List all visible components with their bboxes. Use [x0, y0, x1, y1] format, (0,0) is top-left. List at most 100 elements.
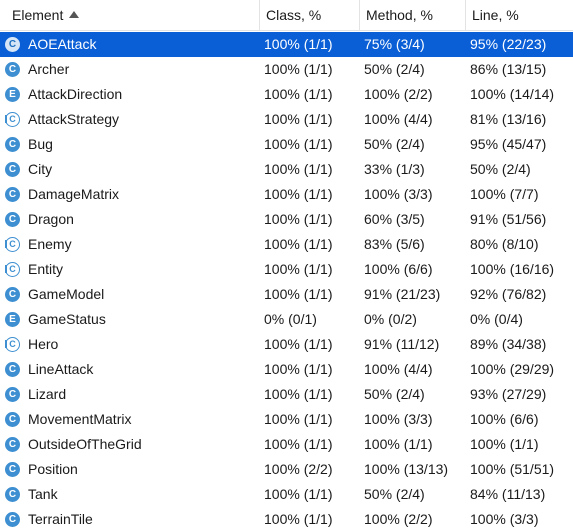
method-coverage-cell: 91% (11/12): [364, 336, 440, 352]
table-row[interactable]: C Dragon 100% (1/1) 60% (3/5) 91% (51/56): [0, 207, 573, 232]
sort-ascending-icon: [69, 10, 80, 18]
table-row[interactable]: C Position 100% (2/2) 100% (13/13) 100% (51/…: [0, 457, 573, 482]
element-cell: C DamageMatrix: [0, 182, 260, 207]
method-coverage-cell: 91% (21/23): [364, 286, 441, 302]
table-row[interactable]: C Enemy 100% (1/1) 83% (5/6) 80% (8/10): [0, 232, 573, 257]
element-cell: C LineAttack: [0, 357, 260, 382]
element-name: Archer: [28, 61, 70, 77]
line-coverage-cell: 100% (3/3): [470, 511, 539, 527]
element-name: MovementMatrix: [28, 411, 132, 427]
table-row[interactable]: C Tank 100% (1/1) 50% (2/4) 84% (11/13): [0, 482, 573, 507]
class-coverage-cell: 100% (1/1): [264, 436, 333, 452]
class-icon: C: [5, 62, 20, 77]
element-cell: C Entity: [0, 257, 260, 282]
class-coverage-cell: 100% (1/1): [264, 336, 333, 352]
line-coverage-cell: 95% (22/23): [470, 36, 547, 52]
abstract-class-icon: C: [5, 337, 20, 352]
class-icon: C: [5, 287, 20, 302]
class-coverage-cell: 0% (0/1): [264, 311, 317, 327]
element-cell: C OutsideOfTheGrid: [0, 432, 260, 457]
table-row[interactable]: C GameModel 100% (1/1) 91% (21/23) 92% (76/8…: [0, 282, 573, 307]
line-coverage-cell: 89% (34/38): [470, 336, 547, 352]
element-name: AttackStrategy: [28, 111, 120, 127]
table-row[interactable]: C LineAttack 100% (1/1) 100% (4/4) 100% (29/…: [0, 357, 573, 382]
method-coverage-cell: 83% (5/6): [364, 236, 425, 252]
line-coverage-cell: 84% (11/13): [470, 486, 546, 502]
element-name: AOEAttack: [28, 36, 97, 52]
line-coverage-cell: 95% (45/47): [470, 136, 547, 152]
table-row[interactable]: E AttackDirection 100% (1/1) 100% (2/2) 100%…: [0, 82, 573, 107]
column-header-class-label: Class, %: [266, 7, 322, 23]
table-row[interactable]: C Hero 100% (1/1) 91% (11/12) 89% (34/38): [0, 332, 573, 357]
element-cell: C TerrainTile: [0, 507, 260, 532]
class-coverage-cell: 100% (1/1): [264, 211, 333, 227]
column-header-method-label: Method, %: [366, 7, 433, 23]
line-coverage-cell: 100% (7/7): [470, 186, 539, 202]
line-coverage-cell: 50% (2/4): [470, 161, 531, 177]
method-coverage-cell: 100% (4/4): [364, 361, 433, 377]
enum-icon: E: [5, 87, 20, 102]
element-name: Lizard: [28, 386, 67, 402]
element-cell: C Archer: [0, 57, 260, 82]
column-header-element-label: Element: [12, 7, 64, 23]
class-coverage-cell: 100% (1/1): [264, 486, 333, 502]
class-coverage-cell: 100% (1/1): [264, 261, 333, 277]
element-cell: C Enemy: [0, 232, 260, 257]
class-icon: C: [5, 412, 20, 427]
element-name: Entity: [28, 261, 64, 277]
column-header-class[interactable]: Class, %: [260, 0, 360, 30]
table-row[interactable]: C Entity 100% (1/1) 100% (6/6) 100% (16/16): [0, 257, 573, 282]
table-row[interactable]: C AttackStrategy 100% (1/1) 100% (4/4) 81% (…: [0, 107, 573, 132]
element-name: OutsideOfTheGrid: [28, 436, 142, 452]
class-icon: C: [5, 387, 20, 402]
table-row[interactable]: C City 100% (1/1) 33% (1/3) 50% (2/4): [0, 157, 573, 182]
table-row[interactable]: C Archer 100% (1/1) 50% (2/4) 86% (13/15): [0, 57, 573, 82]
class-icon: C: [5, 162, 20, 177]
method-coverage-cell: 60% (3/5): [364, 211, 425, 227]
class-coverage-cell: 100% (1/1): [264, 86, 333, 102]
element-cell: C Bug: [0, 132, 260, 157]
element-name: GameModel: [28, 286, 105, 302]
element-cell: C Position: [0, 457, 260, 482]
column-header-line[interactable]: Line, %: [466, 0, 573, 30]
method-coverage-cell: 50% (2/4): [364, 486, 425, 502]
element-cell: E GameStatus: [0, 307, 260, 332]
line-coverage-cell: 80% (8/10): [470, 236, 539, 252]
element-name: Bug: [28, 136, 53, 152]
method-coverage-cell: 50% (2/4): [364, 386, 425, 402]
element-cell: C GameModel: [0, 282, 260, 307]
column-header-element[interactable]: Element: [0, 0, 260, 30]
table-row[interactable]: C MovementMatrix 100% (1/1) 100% (3/3) 100% …: [0, 407, 573, 432]
element-name: Tank: [28, 486, 58, 502]
class-coverage-cell: 100% (1/1): [264, 111, 333, 127]
class-coverage-cell: 100% (1/1): [264, 286, 333, 302]
element-name: TerrainTile: [28, 511, 93, 527]
table-row[interactable]: C Lizard 100% (1/1) 50% (2/4) 93% (27/29): [0, 382, 573, 407]
method-coverage-cell: 100% (2/2): [364, 86, 433, 102]
table-row[interactable]: C AOEAttack 100% (1/1) 75% (3/4) 95% (22/23): [0, 32, 573, 57]
element-cell: C Tank: [0, 482, 260, 507]
method-coverage-cell: 50% (2/4): [364, 136, 425, 152]
class-coverage-cell: 100% (2/2): [264, 461, 333, 477]
element-name: DamageMatrix: [28, 186, 120, 202]
class-coverage-cell: 100% (1/1): [264, 186, 333, 202]
table-row[interactable]: C TerrainTile 100% (1/1) 100% (2/2) 100% (3/…: [0, 507, 573, 532]
class-coverage-cell: 100% (1/1): [264, 411, 333, 427]
table-row[interactable]: C DamageMatrix 100% (1/1) 100% (3/3) 100% (7…: [0, 182, 573, 207]
table-row[interactable]: C Bug 100% (1/1) 50% (2/4) 95% (45/47): [0, 132, 573, 157]
column-header-method[interactable]: Method, %: [360, 0, 466, 30]
method-coverage-cell: 0% (0/2): [364, 311, 417, 327]
abstract-class-icon: C: [5, 112, 20, 127]
abstract-class-icon: C: [5, 237, 20, 252]
line-coverage-cell: 100% (6/6): [470, 411, 539, 427]
element-cell: C Hero: [0, 332, 260, 357]
line-coverage-cell: 100% (29/29): [470, 361, 555, 377]
column-header-line-label: Line, %: [472, 7, 519, 23]
line-coverage-cell: 100% (51/51): [470, 461, 555, 477]
table-row[interactable]: E GameStatus 0% (0/1) 0% (0/2) 0% (0/4): [0, 307, 573, 332]
line-coverage-cell: 86% (13/15): [470, 61, 547, 77]
table-row[interactable]: C OutsideOfTheGrid 100% (1/1) 100% (1/1) 100…: [0, 432, 573, 457]
class-coverage-cell: 100% (1/1): [264, 36, 333, 52]
enum-icon: E: [5, 312, 20, 327]
